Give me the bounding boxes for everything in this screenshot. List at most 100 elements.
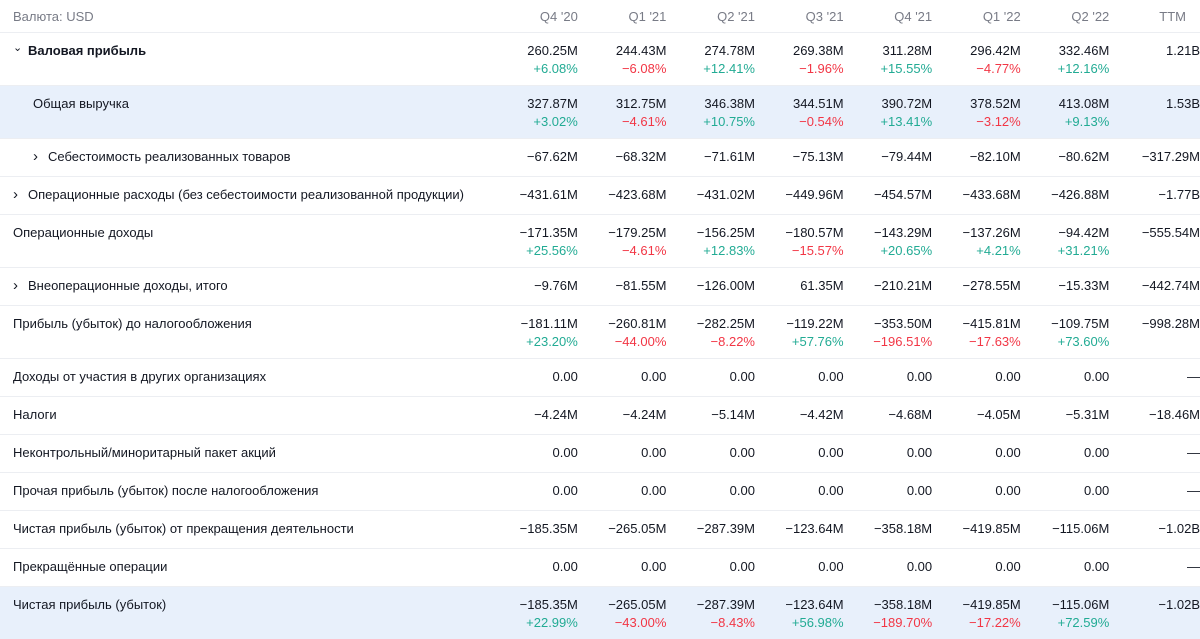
value-cell: −5.31M [1021,397,1110,435]
table-row: Прочая прибыль (убыток) после налогообло… [0,473,1200,511]
value-text: 0.00 [932,368,1021,386]
value-cell: 332.46M+12.16% [1021,33,1110,86]
change-percent: −3.12% [932,113,1021,131]
value-cell: −94.42M+31.21% [1021,215,1110,268]
value-text: −353.50M [844,315,933,333]
change-percent: +25.56% [489,242,578,260]
value-text: −82.10M [932,148,1021,166]
value-cell: −358.18M [844,511,933,549]
value-text: 296.42M [932,42,1021,60]
value-cell: −126.00M [666,268,755,306]
value-cell: −81.55M [578,268,667,306]
value-cell: −426.88M [1021,177,1110,215]
change-percent: −17.63% [932,333,1021,351]
column-header-period[interactable]: Q1 '22 [932,0,1021,33]
value-cell: −4.68M [844,397,933,435]
value-cell: −442.74M [1109,268,1200,306]
chevron-down-icon[interactable]: ⌄ [13,39,28,57]
row-label-cell: Прочая прибыль (убыток) после налогообло… [0,473,489,511]
value-text: −433.68M [932,186,1021,204]
value-text: −426.88M [1021,186,1110,204]
value-text: −1.77B [1109,186,1200,204]
value-text: 0.00 [578,444,667,462]
value-text: −265.05M [578,596,667,614]
value-cell: −9.76M [489,268,578,306]
column-header-period[interactable]: Q2 '22 [1021,0,1110,33]
value-text: −123.64M [755,520,844,538]
table-row[interactable]: ›Внеоперационные доходы, итого−9.76M−81.… [0,268,1200,306]
row-label-cell: ›Операционные расходы (без себестоимости… [0,177,489,215]
value-text: 0.00 [1021,444,1110,462]
value-cell: −185.35M+22.99% [489,587,578,639]
row-label: Операционные расходы (без себестоимости … [28,186,464,204]
value-cell: −75.13M [755,139,844,177]
change-percent: +3.02% [489,113,578,131]
value-text: −137.26M [932,224,1021,242]
value-text: −4.68M [844,406,933,424]
value-cell: 0.00 [1021,435,1110,473]
column-header-ttm[interactable]: TTM [1109,0,1200,33]
chevron-right-icon[interactable]: › [13,277,28,295]
value-cell: 0.00 [932,549,1021,587]
chevron-right-icon[interactable]: › [33,148,48,166]
change-percent: −4.77% [932,60,1021,78]
row-label: Чистая прибыль (убыток) [13,596,166,614]
table-row: Налоги−4.24M−4.24M−5.14M−4.42M−4.68M−4.0… [0,397,1200,435]
value-cell: 378.52M−3.12% [932,86,1021,139]
value-cell: −353.50M−196.51% [844,306,933,359]
value-text: −185.35M [489,596,578,614]
value-text: −287.39M [666,520,755,538]
value-cell: −115.06M [1021,511,1110,549]
value-cell: −282.25M−8.22% [666,306,755,359]
value-cell: 260.25M+6.08% [489,33,578,86]
column-header-period[interactable]: Q1 '21 [578,0,667,33]
value-text: 0.00 [932,558,1021,576]
row-label-cell: ›Внеоперационные доходы, итого [0,268,489,306]
value-cell: 0.00 [755,549,844,587]
row-label: Операционные доходы [13,224,153,242]
change-percent: −0.54% [755,113,844,131]
table-row[interactable]: ›Операционные расходы (без себестоимости… [0,177,1200,215]
value-text: −358.18M [844,520,933,538]
value-text: 390.72M [844,95,933,113]
value-cell: −4.05M [932,397,1021,435]
change-percent: −8.22% [666,333,755,351]
value-text: −454.57M [844,186,933,204]
value-text: −4.24M [578,406,667,424]
value-cell: 269.38M−1.96% [755,33,844,86]
row-label: Прибыль (убыток) до налогообложения [13,315,252,333]
value-cell: 327.87M+3.02% [489,86,578,139]
column-header-period[interactable]: Q3 '21 [755,0,844,33]
change-percent: −6.08% [578,60,667,78]
change-percent: +12.16% [1021,60,1110,78]
chevron-right-icon[interactable]: › [13,186,28,204]
value-cell: −260.81M−44.00% [578,306,667,359]
value-text: −4.24M [489,406,578,424]
value-text: 274.78M [666,42,755,60]
value-cell: −119.22M+57.76% [755,306,844,359]
value-text: 269.38M [755,42,844,60]
value-cell: — [1109,359,1200,397]
table-row[interactable]: ›Себестоимость реализованных товаров−67.… [0,139,1200,177]
value-cell: 0.00 [755,435,844,473]
value-text: −1.02B [1109,520,1200,538]
value-cell: −4.42M [755,397,844,435]
value-cell: — [1109,549,1200,587]
value-cell: 0.00 [932,359,1021,397]
value-cell: −137.26M+4.21% [932,215,1021,268]
value-cell: −185.35M [489,511,578,549]
row-label: Общая выручка [33,95,129,113]
row-label: Налоги [13,406,57,424]
value-text: 0.00 [844,558,933,576]
value-cell: 0.00 [578,435,667,473]
value-text: −431.02M [666,186,755,204]
value-cell: −180.57M−15.57% [755,215,844,268]
column-header-period[interactable]: Q4 '21 [844,0,933,33]
column-header-period[interactable]: Q4 '20 [489,0,578,33]
value-text: −431.61M [489,186,578,204]
column-header-period[interactable]: Q2 '21 [666,0,755,33]
